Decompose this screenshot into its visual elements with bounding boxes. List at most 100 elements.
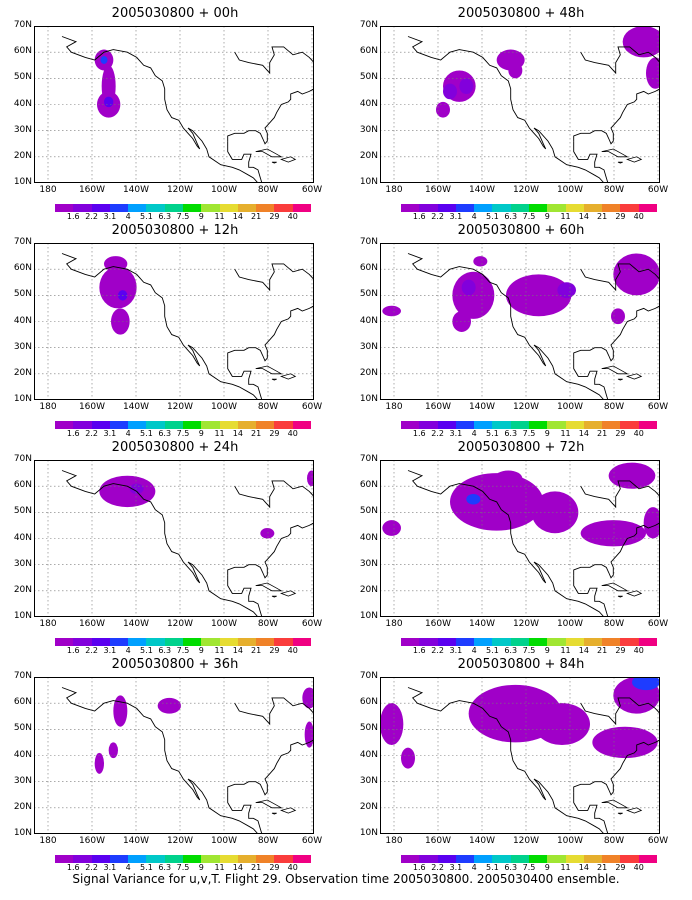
- lon-tick-label: 80W: [603, 402, 625, 412]
- colorbar-label: 21: [597, 212, 608, 221]
- lat-tick-label: 10N: [13, 177, 32, 187]
- colorbar-swatch: [128, 421, 147, 429]
- colorbar-swatch: [201, 421, 220, 429]
- lat-tick-label: 50N: [13, 723, 32, 734]
- colorbar-swatch: [510, 204, 529, 212]
- variance-region: [382, 305, 401, 317]
- colorbar-label: 14: [232, 646, 243, 655]
- colorbar-label: 5.1: [140, 429, 153, 438]
- lon-tick-label: 160W: [78, 619, 106, 629]
- lat-tick-label: 50N: [359, 289, 378, 300]
- colorbar-label: 6.3: [504, 863, 518, 872]
- island-outline: [626, 373, 643, 380]
- island-outline: [255, 582, 283, 592]
- colorbar-label: 11: [560, 429, 571, 438]
- map-frame: [380, 460, 660, 617]
- variance-region: [622, 26, 660, 58]
- colorbar-swatch: [237, 638, 257, 646]
- colorbar-swatch: [401, 638, 420, 646]
- colorbar-swatch: [528, 855, 548, 863]
- variance-region: [307, 470, 314, 487]
- lon-tick-label: 160W: [424, 402, 452, 412]
- colorbar-swatch: [547, 855, 566, 863]
- colorbar-swatch: [638, 204, 657, 212]
- lon-tick-label: 140W: [468, 185, 496, 195]
- lat-tick-label: 70N: [359, 20, 378, 30]
- lon-tick-label: 80W: [257, 185, 279, 195]
- map-panel-p24: 2005030800 + 24h 70N 60N 50N 40N 30N 20N 10N 180…: [0, 438, 330, 655]
- colorbar-label: 1.6: [66, 429, 80, 438]
- lat-tick-label: 10N: [359, 177, 378, 187]
- colorbar-label: 11: [560, 212, 571, 221]
- colorbar-swatch: [73, 855, 92, 863]
- lat-tick-label: 70N: [359, 237, 378, 247]
- colorbar-swatch: [492, 421, 511, 429]
- lat-tick-label: 30N: [359, 558, 378, 569]
- colorbar-swatch: [547, 638, 566, 646]
- colorbar-swatch: [73, 421, 92, 429]
- colorbar-swatch: [73, 204, 92, 212]
- map-panel-p72: 2005030800 + 72h 70N 60N 50N 40N 30N 20N 10N 180…: [346, 438, 676, 655]
- colorbar-swatch: [274, 421, 293, 429]
- colorbar-label: 21: [251, 646, 262, 655]
- variance-region: [452, 311, 471, 332]
- colorbar-label: 6.3: [504, 429, 518, 438]
- colorbar-swatch: [455, 855, 475, 863]
- coastline: [407, 470, 623, 617]
- lon-tick-label: 100W: [210, 619, 238, 629]
- variance-region: [473, 256, 488, 267]
- panel-title: 2005030800 + 12h: [111, 223, 239, 238]
- lon-tick-label: 80W: [603, 185, 625, 195]
- coastline: [234, 263, 314, 292]
- colorbar-swatch: [455, 638, 475, 646]
- colorbar-label: 2.2: [85, 212, 98, 221]
- colorbar: [55, 638, 311, 646]
- colorbar-label: 9: [544, 646, 550, 655]
- lon-tick-label: 60W: [647, 619, 669, 629]
- colorbar-label: 4: [125, 429, 131, 438]
- colorbar-swatch: [455, 204, 475, 212]
- colorbar-swatch: [256, 204, 275, 212]
- coastline: [234, 46, 314, 75]
- colorbar-label: 4: [125, 646, 131, 655]
- colorbar-swatch: [292, 638, 311, 646]
- coastline: [573, 141, 609, 183]
- island-outline: [255, 365, 283, 375]
- map-panel-p00: 2005030800 + 00h 70N 60N 50N 40N 30N 20N 10N 180…: [0, 4, 330, 221]
- lat-tick-label: 50N: [13, 72, 32, 83]
- colorbar-swatch: [583, 638, 603, 646]
- lat-tick-label: 30N: [13, 558, 32, 569]
- lat-tick-label: 10N: [359, 828, 378, 838]
- map-frame: [34, 26, 314, 183]
- coastline: [227, 739, 314, 796]
- island-outline: [280, 373, 297, 380]
- island-outline: [601, 365, 629, 375]
- colorbar-label: 2.2: [431, 212, 444, 221]
- colorbar-swatch: [237, 421, 257, 429]
- map-plot: [380, 460, 660, 617]
- colorbar-label: 14: [578, 863, 589, 872]
- lon-tick-label: 60W: [301, 836, 323, 846]
- colorbar-swatch: [565, 855, 584, 863]
- map-frame: [380, 243, 660, 400]
- lat-tick-label: 30N: [13, 341, 32, 352]
- colorbar-label: 11: [214, 646, 225, 655]
- lat-tick-label: 10N: [13, 394, 32, 404]
- lat-tick-label: 40N: [359, 315, 378, 326]
- colorbar-label: 1.6: [66, 212, 80, 221]
- colorbar-swatch: [128, 638, 147, 646]
- lon-tick-label: 120W: [512, 185, 540, 195]
- variance-region: [646, 57, 660, 89]
- lon-tick-label: 120W: [512, 402, 540, 412]
- colorbar-swatch: [474, 855, 493, 863]
- colorbar-swatch: [620, 855, 639, 863]
- coastline: [573, 358, 609, 400]
- colorbar-swatch: [201, 638, 220, 646]
- lat-tick-label: 40N: [13, 315, 32, 326]
- colorbar-swatch: [419, 204, 438, 212]
- colorbar: [401, 421, 657, 429]
- lon-tick-label: 100W: [556, 619, 584, 629]
- lon-tick-label: 180: [39, 836, 57, 846]
- colorbar-label: 14: [232, 429, 243, 438]
- lon-tick-label: 140W: [122, 836, 150, 846]
